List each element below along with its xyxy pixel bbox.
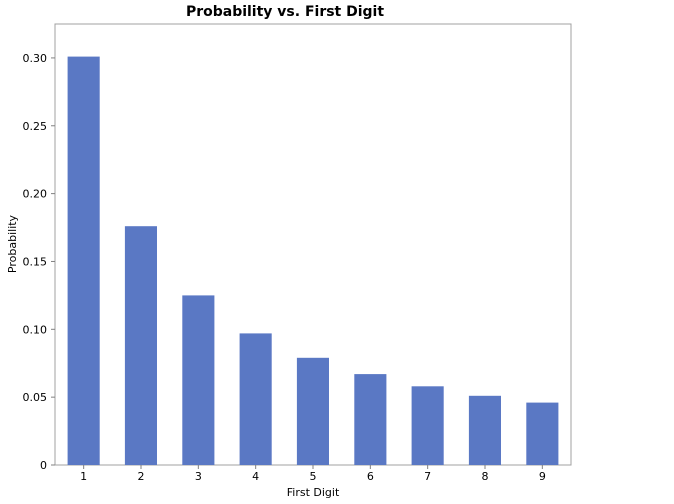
y-tick-label: 0.15 [23,255,48,268]
y-axis-label: Probability [6,214,19,273]
y-tick-label: 0.05 [23,391,48,404]
bar-digit-4 [239,333,272,465]
bar-digit-1 [67,56,100,465]
x-tick-label: 9 [539,470,546,483]
bar-digit-7 [411,386,444,465]
bar-digit-3 [182,295,215,465]
y-tick-label: 0.20 [23,188,48,201]
x-tick-label: 8 [482,470,489,483]
bars-group [67,56,559,465]
bar-digit-5 [296,357,329,465]
bar-digit-8 [468,395,501,465]
y-tick-label: 0.25 [23,120,48,133]
x-tick-label: 6 [367,470,374,483]
y-axis: 0 0.05 0.10 0.15 0.20 0.25 0.30 [23,52,55,472]
x-tick-label: 4 [252,470,259,483]
x-axis-label: First Digit [287,486,340,499]
y-tick-label: 0 [40,459,47,472]
chart-title: Probability vs. First Digit [186,4,384,20]
x-axis: 1 2 3 4 5 6 7 8 9 [80,465,546,483]
bar-digit-6 [354,374,387,465]
y-tick-label: 0.10 [23,323,48,336]
x-tick-label: 2 [138,470,145,483]
bar-digit-9 [526,402,559,465]
y-tick-label: 0.30 [23,52,48,65]
x-tick-label: 1 [80,470,87,483]
x-tick-label: 5 [310,470,317,483]
x-tick-label: 3 [195,470,202,483]
x-tick-label: 7 [424,470,431,483]
bar-digit-2 [124,226,157,465]
